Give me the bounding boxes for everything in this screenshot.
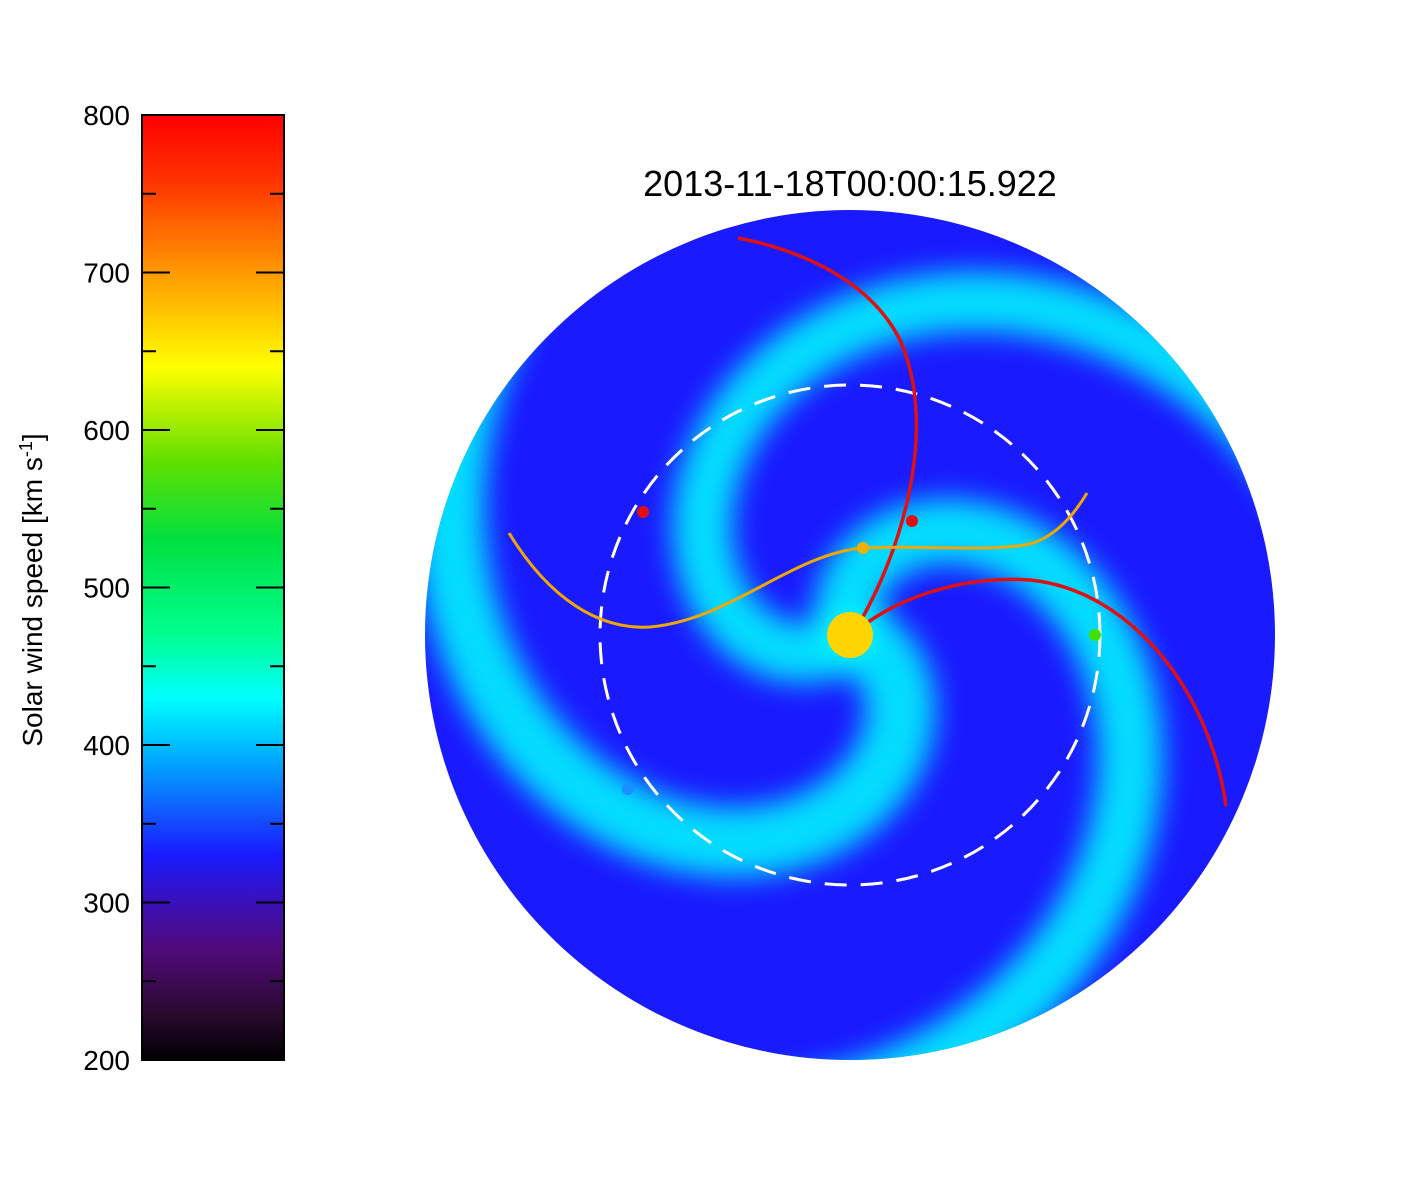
- colorbar-tick-labels: 200 300 400 500 600 700 800: [83, 100, 130, 1076]
- colorbar-tick-label: 300: [83, 888, 130, 919]
- field-line-red-east: [850, 577, 1228, 807]
- marker-blue: [622, 783, 634, 795]
- marker-green: [1089, 629, 1101, 641]
- colorbar: 200 300 400 500 600 700 800 Solar wind speed […: [16, 100, 285, 1076]
- high-speed-streams: [425, 210, 1275, 1060]
- sun: [827, 612, 873, 658]
- colorbar-tick-label: 700: [83, 258, 130, 289]
- colorbar-tick-label: 200: [83, 1045, 130, 1076]
- colorbar-axis-title: Solar wind speed [km s-1]: [16, 433, 48, 746]
- colorbar-label-sup: -1: [16, 441, 36, 457]
- field-line-red-north: [737, 236, 919, 636]
- high-speed-stream: [672, 271, 1275, 683]
- colorbar-label-main: Solar wind speed [km s: [17, 457, 48, 746]
- marker-orange: [857, 542, 869, 554]
- spacecraft-markers: [622, 506, 1101, 795]
- speed-map-disk: [425, 210, 1275, 1060]
- colorbar-tick-label: 400: [83, 730, 130, 761]
- colorbar-tick-label: 600: [83, 415, 130, 446]
- colorbar-ticks: [142, 114, 284, 1061]
- plot-title: 2013-11-18T00:00:15.922: [643, 163, 1057, 204]
- colorbar-tick-label: 500: [83, 573, 130, 604]
- marker-red-2: [906, 515, 918, 527]
- marker-red-1: [637, 506, 649, 518]
- field-lines: [507, 236, 1228, 807]
- high-speed-stream: [425, 210, 936, 878]
- high-speed-stream: [671, 498, 1163, 1060]
- field-line-orange: [507, 492, 1089, 629]
- colorbar-label-close: ]: [17, 433, 48, 441]
- colorbar-tick-label: 800: [83, 100, 130, 131]
